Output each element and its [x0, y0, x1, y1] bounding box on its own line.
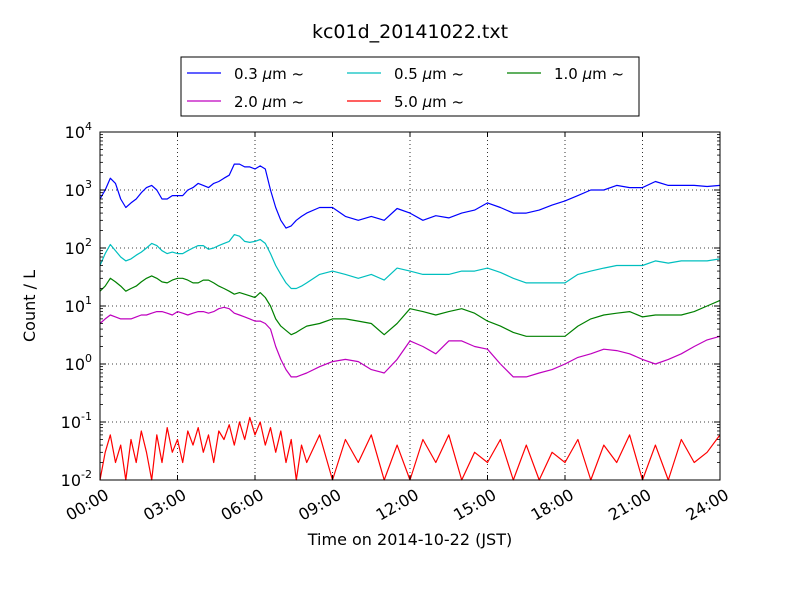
grid-lines: [100, 132, 720, 480]
series-line-2-0um: [99, 306, 721, 378]
x-axis-label: Time on 2014-10-22 (JST): [307, 530, 512, 549]
legend-entries: 0.3 μm ~ 0.5 μm ~ 1.0 μm ~ 2.0 μm ~ 5.0 μm ~: [187, 65, 624, 111]
series-layer: [99, 163, 721, 481]
legend: 0.3 μm ~ 0.5 μm ~ 1.0 μm ~ 2.0 μm ~ 5.0 μm ~: [180, 56, 640, 117]
series-line-0-5um: [99, 234, 721, 290]
legend-label: 1.0 μm ~: [554, 65, 624, 83]
y-tick-label: 101: [65, 294, 92, 316]
y-axis-ticks: 10-2 10-1 100 101 102 103 104: [61, 120, 720, 490]
legend-label: 0.5 μm ~: [394, 65, 464, 83]
y-tick-label: 100: [65, 352, 92, 374]
legend-label: 2.0 μm ~: [234, 93, 304, 111]
y-tick-label: 103: [65, 178, 92, 200]
y-tick-label: 10-2: [61, 468, 92, 490]
legend-label: 5.0 μm ~: [394, 93, 464, 111]
legend-box: [180, 56, 640, 117]
series-line-5-0um: [99, 416, 721, 481]
y-tick-label: 10-1: [61, 410, 92, 432]
y-tick-label: 102: [65, 236, 92, 258]
series-line-0-3um: [99, 163, 721, 229]
y-tick-label: 104: [65, 120, 92, 142]
series-line-1-0um: [99, 275, 721, 337]
legend-label: 0.3 μm ~: [234, 65, 304, 83]
y-axis-label: Count / L: [20, 270, 39, 342]
chart-title: kc01d_20141022.txt: [312, 21, 508, 43]
